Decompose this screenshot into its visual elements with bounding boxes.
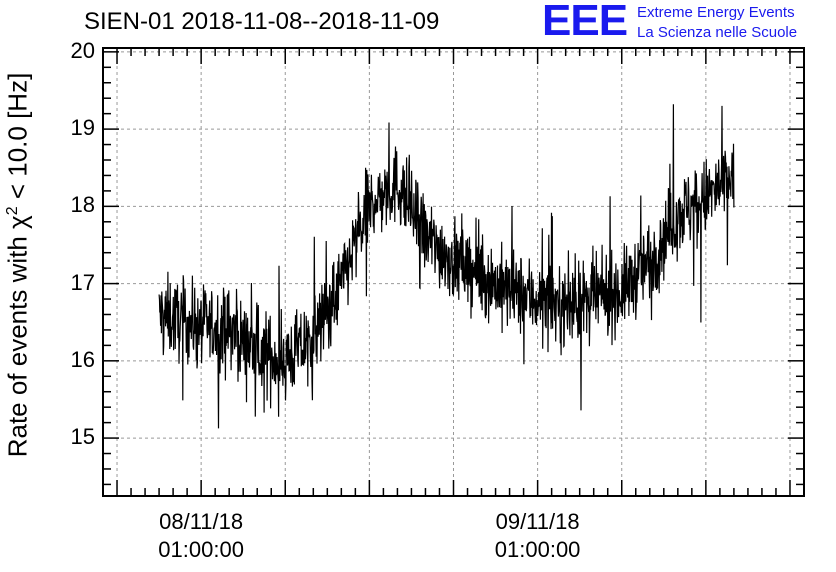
y-tick-label: 16 bbox=[70, 346, 95, 372]
y-tick-label: 15 bbox=[70, 424, 95, 450]
x-tick-label: 08/11/18 01:00:00 bbox=[158, 509, 244, 562]
rate-series-line bbox=[158, 104, 735, 429]
y-tick-label: 20 bbox=[70, 37, 95, 63]
chart-title: SIEN-01 2018-11-08--2018-11-09 bbox=[84, 8, 440, 35]
y-tick-label: 19 bbox=[70, 115, 95, 141]
logo-line-2: La Scienza nelle Scuole bbox=[637, 24, 798, 41]
x-tick-label: 09/11/18 01:00:00 bbox=[494, 509, 581, 562]
logo-line-1: Extreme Energy Events bbox=[637, 4, 795, 21]
axis-ticks bbox=[103, 48, 805, 496]
y-tick-label: 18 bbox=[70, 192, 95, 218]
y-tick-label: 17 bbox=[70, 269, 95, 295]
y-axis-label: Rate of events with χ2 < 10.0 [Hz] bbox=[2, 72, 33, 458]
eee-logo: EEE bbox=[542, 0, 628, 45]
